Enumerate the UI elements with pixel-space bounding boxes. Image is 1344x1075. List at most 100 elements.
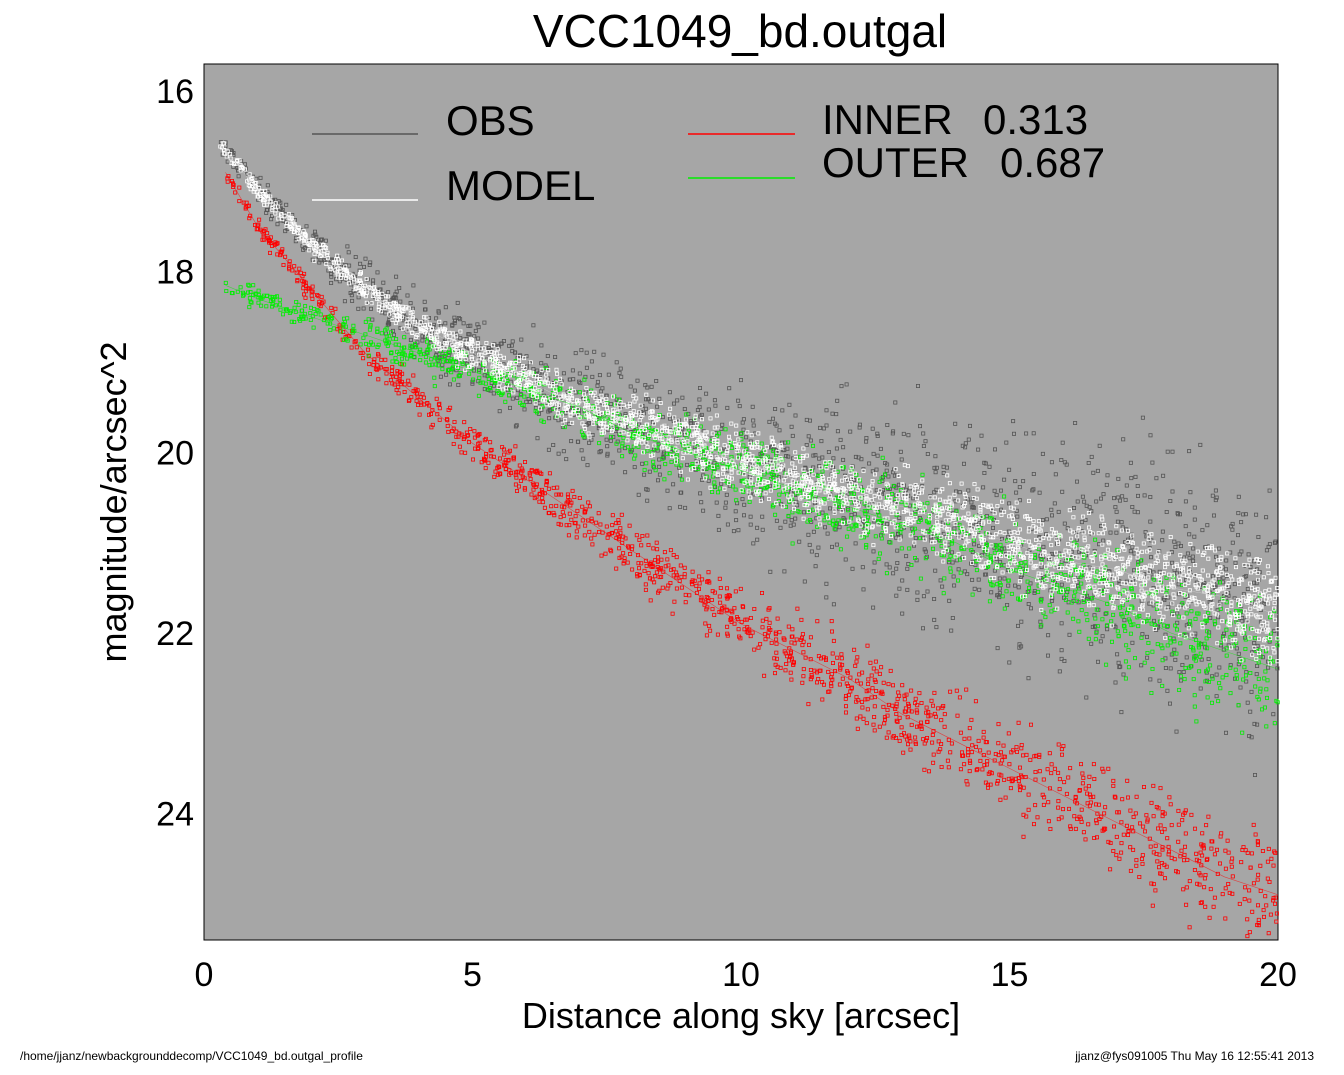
point-obs xyxy=(367,300,372,305)
point-inner xyxy=(1040,792,1045,797)
point-inner xyxy=(294,270,299,275)
point-outer xyxy=(704,466,709,471)
point-inner xyxy=(1080,771,1085,776)
point-inner xyxy=(1229,864,1234,869)
point-outer xyxy=(388,330,393,335)
point-obs xyxy=(1243,563,1248,568)
point-inner xyxy=(881,680,886,685)
point-inner xyxy=(452,419,457,424)
point-inner xyxy=(1212,852,1217,857)
point-obs xyxy=(1212,513,1217,518)
point-inner xyxy=(637,537,642,542)
point-inner xyxy=(564,501,569,506)
point-inner xyxy=(669,567,674,572)
point-outer xyxy=(811,507,816,512)
point-obs xyxy=(1011,419,1016,424)
point-obs xyxy=(976,577,981,582)
point-inner xyxy=(871,666,876,671)
point-inner xyxy=(1200,831,1205,836)
point-obs xyxy=(1062,460,1067,465)
point-model xyxy=(727,475,732,480)
point-inner xyxy=(982,763,987,768)
point-obs xyxy=(1221,575,1226,580)
point-model xyxy=(956,498,961,503)
point-inner xyxy=(778,665,783,670)
point-obs xyxy=(1191,546,1196,551)
point-inner xyxy=(1067,806,1072,811)
point-inner xyxy=(725,586,730,591)
point-inner xyxy=(434,396,439,401)
point-outer xyxy=(351,323,356,328)
point-obs xyxy=(1059,582,1064,587)
point-obs xyxy=(791,522,796,527)
point-model xyxy=(1166,551,1171,556)
point-inner xyxy=(868,660,873,665)
point-obs xyxy=(644,397,649,402)
point-obs xyxy=(1210,493,1215,498)
point-obs xyxy=(1226,593,1231,598)
point-obs xyxy=(1096,659,1101,664)
point-inner xyxy=(1187,925,1192,930)
point-inner xyxy=(945,758,950,763)
point-obs xyxy=(1113,505,1118,510)
point-model xyxy=(405,328,410,333)
point-obs xyxy=(885,522,890,527)
point-inner xyxy=(712,590,717,595)
point-inner xyxy=(1149,800,1154,805)
point-obs xyxy=(1172,647,1177,652)
point-model xyxy=(1248,581,1253,586)
point-inner xyxy=(964,779,969,784)
point-inner xyxy=(1251,822,1256,827)
point-obs xyxy=(615,439,620,444)
point-obs xyxy=(614,360,619,365)
point-outer xyxy=(879,536,884,541)
point-inner xyxy=(655,547,660,552)
point-inner xyxy=(1176,808,1181,813)
point-obs xyxy=(346,250,351,255)
point-obs xyxy=(940,584,945,589)
point-outer xyxy=(293,309,298,314)
point-obs xyxy=(302,246,307,251)
point-inner xyxy=(1087,774,1092,779)
point-obs xyxy=(853,454,858,459)
point-obs xyxy=(617,370,622,375)
point-inner xyxy=(773,662,778,667)
point-inner xyxy=(981,729,986,734)
point-obs xyxy=(713,403,718,408)
point-inner xyxy=(1151,783,1156,788)
point-inner xyxy=(317,299,322,304)
point-outer xyxy=(1168,640,1173,645)
point-inner xyxy=(1247,888,1252,893)
point-obs xyxy=(676,439,681,444)
point-inner xyxy=(1033,803,1038,808)
point-model xyxy=(660,436,665,441)
point-inner xyxy=(931,760,936,765)
point-inner xyxy=(637,566,642,571)
point-inner xyxy=(367,362,372,367)
point-obs xyxy=(697,405,702,410)
point-obs xyxy=(1120,494,1125,499)
point-outer xyxy=(667,471,672,476)
point-obs xyxy=(584,350,589,355)
point-inner xyxy=(623,536,628,541)
point-obs xyxy=(436,309,441,314)
point-inner xyxy=(1189,812,1194,817)
point-inner xyxy=(830,677,835,682)
point-inner xyxy=(1255,877,1260,882)
point-inner xyxy=(583,509,588,514)
point-inner xyxy=(703,621,708,626)
point-inner xyxy=(914,708,919,713)
point-inner xyxy=(497,456,502,461)
point-inner xyxy=(483,466,488,471)
point-inner xyxy=(706,570,711,575)
point-inner xyxy=(1119,841,1124,846)
point-obs xyxy=(590,374,595,379)
point-obs xyxy=(932,490,937,495)
point-outer xyxy=(1039,623,1044,628)
point-obs xyxy=(1101,492,1106,497)
point-obs xyxy=(518,392,523,397)
point-model xyxy=(1146,569,1151,574)
point-outer xyxy=(298,318,303,323)
point-model xyxy=(637,410,642,415)
point-obs xyxy=(1248,709,1253,714)
